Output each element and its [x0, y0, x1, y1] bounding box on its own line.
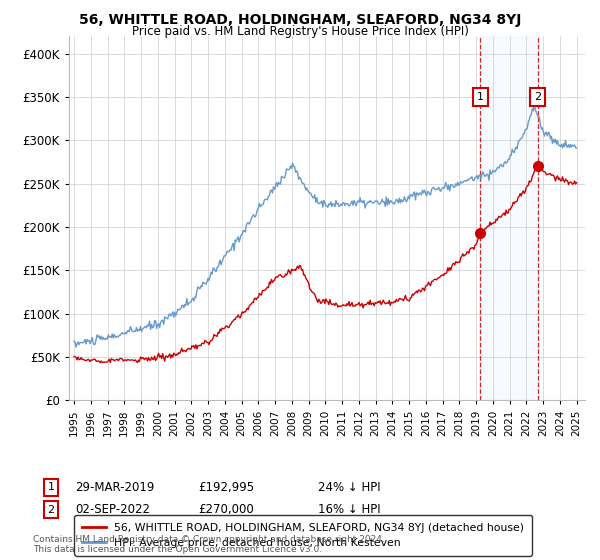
Text: 29-MAR-2019: 29-MAR-2019	[75, 480, 154, 494]
Text: 1: 1	[476, 92, 484, 102]
Text: £270,000: £270,000	[198, 503, 254, 516]
Text: 16% ↓ HPI: 16% ↓ HPI	[318, 503, 380, 516]
Text: Contains HM Land Registry data © Crown copyright and database right 2024.
This d: Contains HM Land Registry data © Crown c…	[33, 535, 385, 554]
Text: 02-SEP-2022: 02-SEP-2022	[75, 503, 150, 516]
Text: 2: 2	[47, 505, 55, 515]
Text: 2: 2	[534, 92, 541, 102]
Text: 24% ↓ HPI: 24% ↓ HPI	[318, 480, 380, 494]
Legend: 56, WHITTLE ROAD, HOLDINGHAM, SLEAFORD, NG34 8YJ (detached house), HPI: Average : 56, WHITTLE ROAD, HOLDINGHAM, SLEAFORD, …	[74, 515, 532, 556]
Text: 1: 1	[47, 482, 55, 492]
Text: Price paid vs. HM Land Registry's House Price Index (HPI): Price paid vs. HM Land Registry's House …	[131, 25, 469, 38]
Bar	[480, 36, 538, 400]
Text: £192,995: £192,995	[198, 480, 254, 494]
Text: 56, WHITTLE ROAD, HOLDINGHAM, SLEAFORD, NG34 8YJ: 56, WHITTLE ROAD, HOLDINGHAM, SLEAFORD, …	[79, 13, 521, 27]
